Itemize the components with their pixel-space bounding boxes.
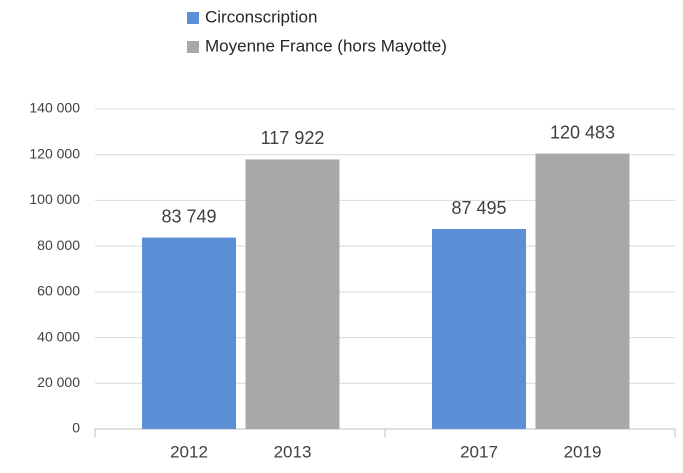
bar — [142, 237, 236, 429]
x-tick-label: 2013 — [274, 442, 312, 461]
value-label: 120 483 — [550, 122, 615, 142]
value-label: 83 749 — [161, 206, 216, 226]
legend-swatch — [187, 41, 199, 53]
y-tick-label: 120 000 — [29, 145, 80, 161]
value-label: 87 495 — [451, 198, 506, 218]
y-tick-label: 60 000 — [37, 283, 80, 299]
bar — [535, 153, 630, 429]
value-label: 117 922 — [261, 128, 325, 148]
x-tick-label: 2012 — [170, 442, 208, 461]
legend-label: Circonscription — [205, 7, 317, 26]
bar — [432, 229, 526, 429]
legend-swatch — [187, 12, 199, 24]
y-tick-label: 100 000 — [29, 191, 80, 207]
y-tick-label: 80 000 — [37, 237, 80, 253]
x-tick-label: 2017 — [460, 442, 498, 461]
bar — [245, 159, 340, 430]
y-tick-label: 20 000 — [37, 374, 80, 390]
x-tick-label: 2019 — [564, 442, 602, 461]
y-tick-label: 40 000 — [37, 328, 80, 344]
legend-label: Moyenne France (hors Mayotte) — [205, 36, 447, 55]
y-tick-label: 0 — [72, 420, 80, 436]
y-tick-label: 140 000 — [29, 100, 80, 116]
